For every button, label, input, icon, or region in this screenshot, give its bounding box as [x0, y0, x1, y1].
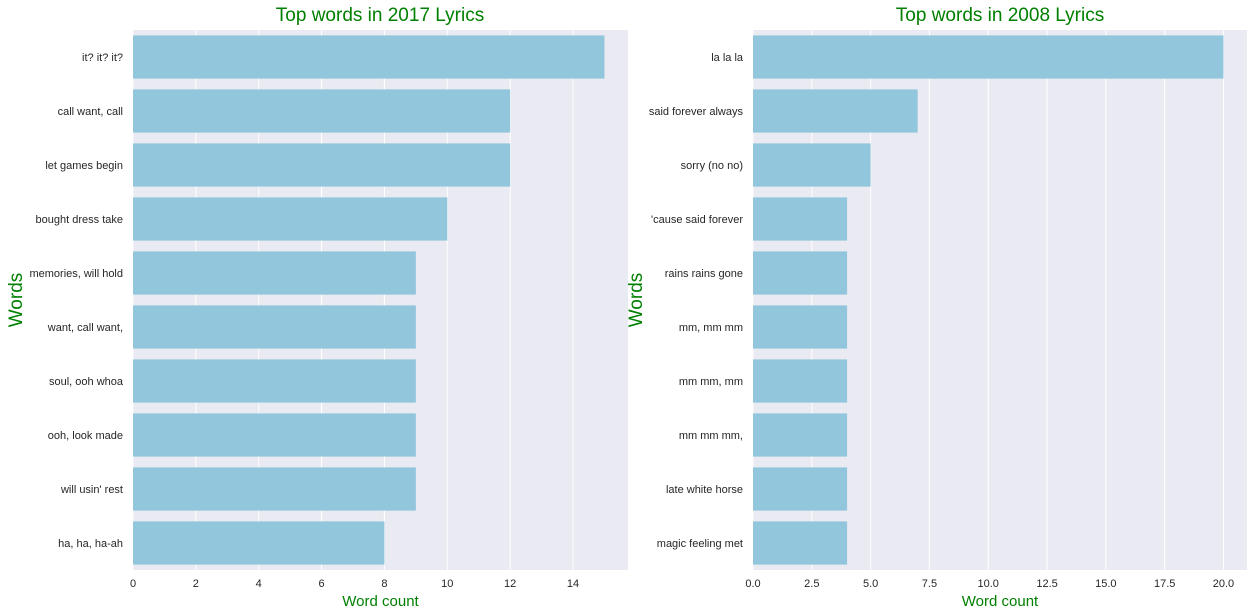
chart-title: Top words in 2017 Lyrics	[276, 5, 484, 26]
bar	[133, 89, 511, 133]
y-axis-label: Words	[6, 273, 27, 328]
y-tick-label: magic feeling met	[657, 538, 743, 550]
bar	[133, 413, 416, 457]
x-tick-label: 2.5	[804, 578, 819, 590]
x-axis-label: Word count	[962, 593, 1039, 610]
y-tick-label: bought dress take	[36, 214, 123, 226]
bar	[753, 35, 1224, 79]
bar	[753, 413, 848, 457]
x-axis-label: Word count	[342, 593, 419, 610]
bar	[133, 467, 416, 511]
y-tick-label: want, call want,	[47, 322, 123, 334]
x-tick-label: 2	[193, 578, 199, 590]
x-tick-label: 10	[441, 578, 453, 590]
y-tick-label: mm, mm mm	[679, 322, 743, 334]
y-tick-label: let games begin	[45, 160, 123, 172]
bar	[753, 467, 848, 511]
chart-title: Top words in 2008 Lyrics	[896, 5, 1104, 26]
y-tick-label: it? it? it?	[82, 52, 123, 64]
x-tick-label: 6	[319, 578, 325, 590]
bar	[133, 35, 605, 79]
y-tick-label: said forever always	[649, 106, 744, 118]
y-tick-label: rains rains gone	[665, 268, 743, 280]
x-tick-label: 7.5	[922, 578, 937, 590]
y-tick-label: ooh, look made	[48, 430, 123, 442]
bar	[133, 305, 416, 349]
bar	[133, 521, 385, 565]
bar	[753, 359, 848, 403]
x-tick-label: 8	[381, 578, 387, 590]
x-tick-label: 14	[567, 578, 579, 590]
y-tick-label: mm mm mm,	[679, 430, 743, 442]
bar	[133, 197, 448, 241]
bar	[753, 89, 918, 133]
y-tick-label: ha, ha, ha-ah	[58, 538, 123, 550]
bar	[753, 251, 848, 295]
y-tick-label: call want, call	[58, 106, 123, 118]
bar	[753, 521, 848, 565]
x-tick-label: 12	[504, 578, 516, 590]
x-tick-label: 5.0	[863, 578, 878, 590]
y-tick-label: soul, ooh whoa	[49, 376, 124, 388]
y-tick-label: 'cause said forever	[651, 214, 743, 226]
bar	[133, 251, 416, 295]
y-tick-label: late white horse	[666, 484, 743, 496]
x-tick-label: 17.5	[1154, 578, 1175, 590]
chart-panel-1: it? it? it? call want, call let games begi…	[6, 5, 628, 610]
y-axis-label: Words	[626, 273, 647, 328]
y-tick-label: mm mm, mm	[679, 376, 743, 388]
y-tick-label: la la la	[711, 52, 744, 64]
x-tick-label: 15.0	[1095, 578, 1116, 590]
bar	[753, 143, 871, 187]
x-tick-label: 0.0	[745, 578, 760, 590]
x-tick-label: 10.0	[978, 578, 999, 590]
x-tick-label: 20.0	[1213, 578, 1234, 590]
y-tick-label: sorry (no no)	[681, 160, 743, 172]
bar	[133, 143, 511, 187]
bar	[133, 359, 416, 403]
x-tick-label: 4	[256, 578, 262, 590]
x-tick-label: 0	[130, 578, 136, 590]
bar	[753, 305, 848, 349]
y-tick-label: memories, will hold	[29, 268, 123, 280]
bar	[753, 197, 848, 241]
y-tick-label: will usin' rest	[60, 484, 123, 496]
chart-panel-2: la la la said forever always sorry (no no)…	[626, 5, 1247, 610]
x-tick-label: 12.5	[1036, 578, 1057, 590]
